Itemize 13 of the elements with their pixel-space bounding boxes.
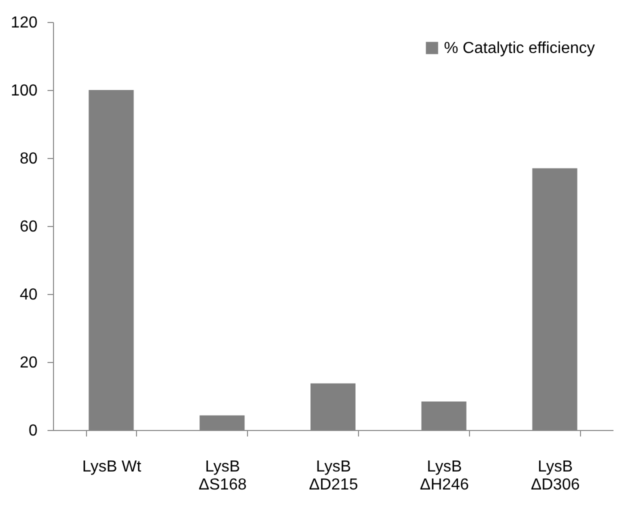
y-tick-label: 80 — [20, 150, 38, 168]
x-tick-label: LysB Wt — [82, 458, 142, 476]
y-tick-label: 100 — [10, 82, 38, 100]
x-tick-label: LysB ΔD215 — [309, 458, 358, 494]
x-tick-label: LysB ΔH246 — [420, 458, 469, 494]
x-tick-label: LysB ΔD306 — [530, 458, 580, 494]
x-tick-label: LysB ΔS168 — [198, 458, 247, 494]
y-tick-label: 120 — [10, 14, 38, 32]
y-tick-label: 20 — [20, 354, 38, 372]
legend-label: % Catalytic efficiency — [444, 40, 595, 57]
y-tick-label: 40 — [20, 286, 38, 304]
y-tick-label: 60 — [20, 218, 38, 236]
y-tick-label: 0 — [28, 422, 38, 440]
